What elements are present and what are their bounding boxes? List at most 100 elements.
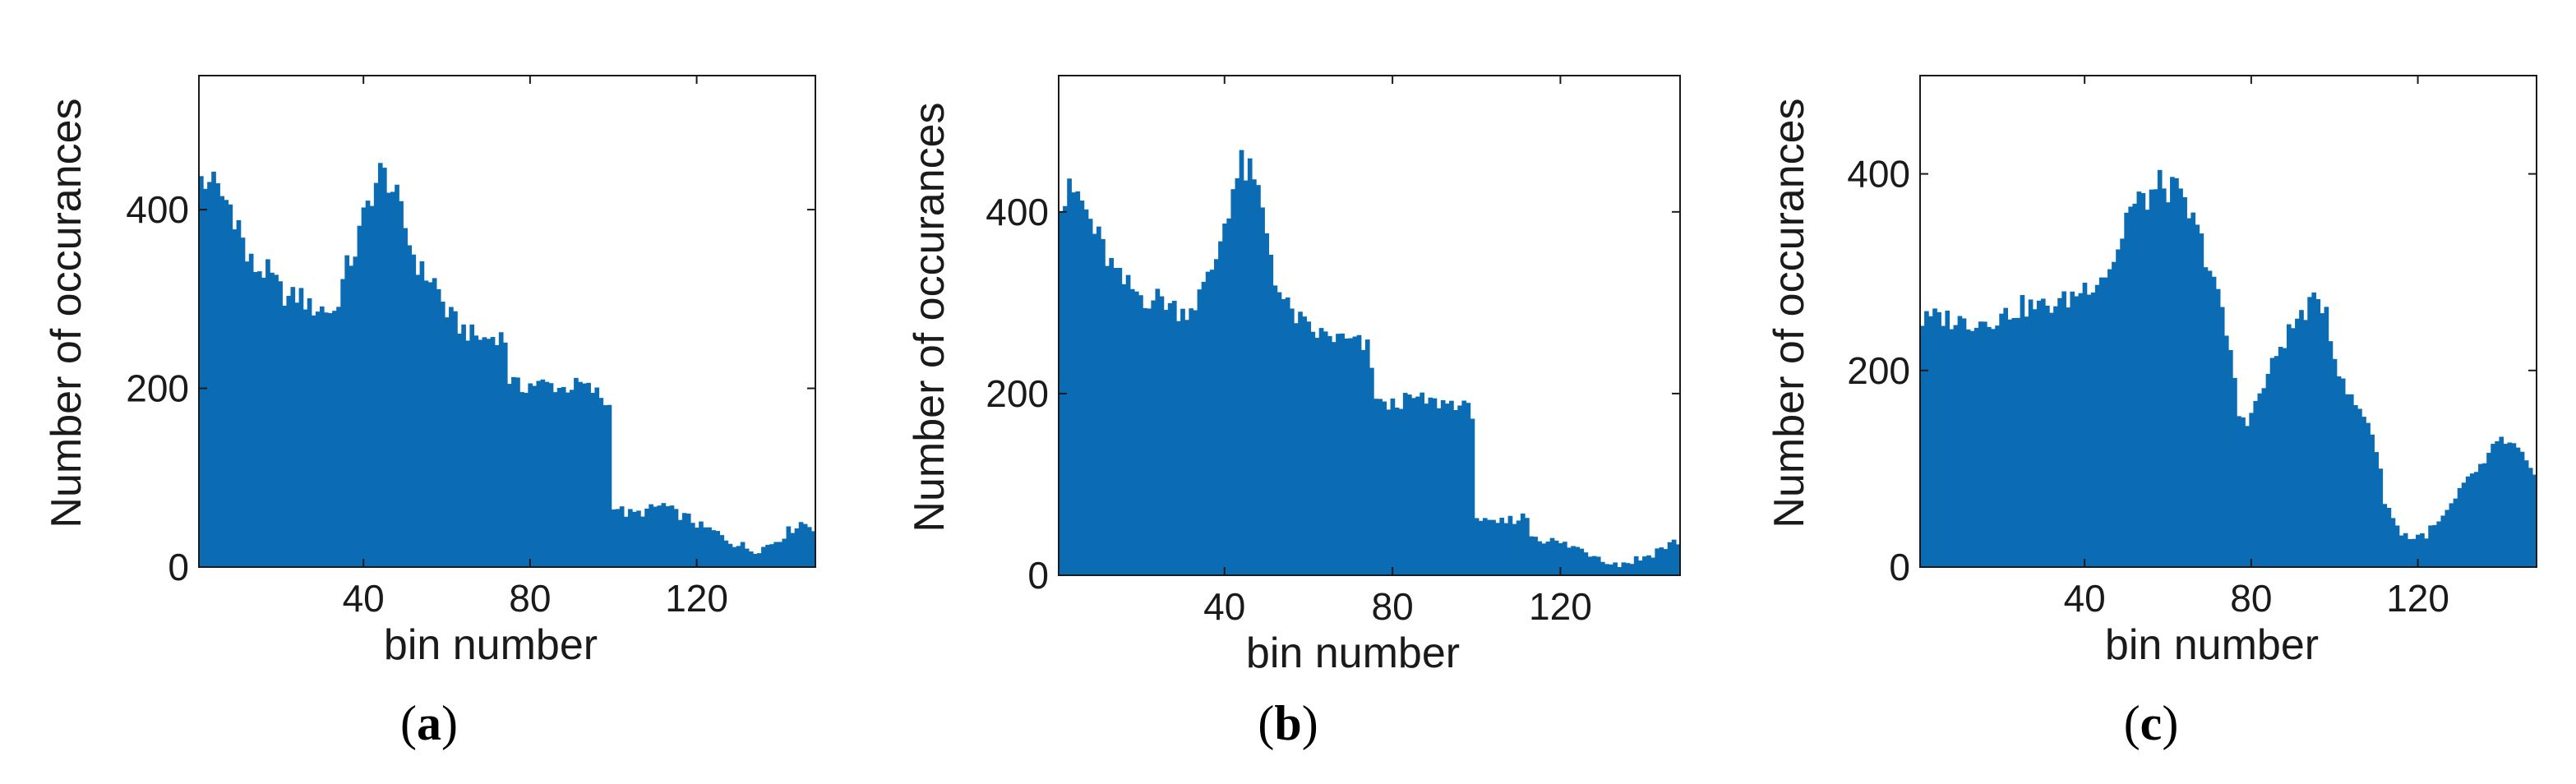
histogram-bar (511, 376, 516, 567)
histogram-bar (1079, 201, 1085, 576)
histogram-bar (1222, 224, 1227, 575)
histogram-bar (1440, 399, 1446, 575)
histogram-bar (2241, 417, 2246, 567)
histogram-bar (1285, 297, 1290, 575)
histogram-bar (2161, 188, 2167, 567)
x-tick-label: 120 (1529, 585, 1592, 628)
histogram-bar (2103, 277, 2108, 567)
histogram-bar (1983, 321, 1987, 567)
histogram-bar (1945, 311, 1950, 567)
histogram-bar (2528, 468, 2533, 567)
histogram-bar (1571, 546, 1576, 575)
histogram-bar (1360, 349, 1366, 575)
histogram-bar (769, 544, 774, 567)
histogram-bar (2286, 324, 2292, 567)
histogram-bar (2398, 535, 2404, 567)
histogram-bar (1604, 564, 1609, 575)
histogram-bar (669, 505, 675, 567)
histogram-bar (1591, 556, 1597, 575)
histogram-bar (719, 535, 725, 567)
histogram-bar (252, 271, 258, 567)
histogram-bar (228, 204, 233, 568)
histogram-bar (1378, 399, 1383, 575)
panel-label: (a) (400, 696, 458, 750)
histogram-bar (2049, 312, 2054, 567)
histogram-bar (1491, 519, 1496, 575)
histogram-bar (1533, 537, 1538, 575)
histogram-bar (2336, 376, 2342, 567)
histogram-bar (765, 544, 770, 567)
histogram-bar (1600, 561, 1605, 575)
histogram-bar (2461, 482, 2467, 567)
histogram-bar (1499, 517, 1505, 575)
histogram-bar (1138, 295, 1143, 575)
histogram-bar (2082, 282, 2088, 567)
histogram-bar (707, 527, 712, 567)
histogram-bar (1482, 518, 1488, 575)
histogram-bar (1466, 403, 1471, 575)
histogram-bar (627, 509, 633, 567)
histogram-bar (2491, 444, 2495, 567)
histogram-bar (1402, 393, 1408, 575)
histogram-bar (1655, 548, 1660, 575)
histogram-bar (1579, 548, 1585, 575)
x-tick-label: 120 (665, 577, 728, 620)
histogram-bar (486, 339, 492, 567)
histogram-bar (1075, 191, 1081, 575)
histogram-bar (1193, 310, 1198, 575)
histogram-bar (1180, 308, 1185, 575)
histogram-bar (1558, 542, 1563, 575)
histogram-bar (1310, 331, 1316, 575)
histogram-bar (2436, 521, 2442, 567)
histogram-bar (681, 513, 687, 567)
histogram-bar (1411, 398, 1416, 575)
histogram-bars (199, 163, 816, 568)
histogram-bar (2090, 292, 2096, 567)
histogram-bar (1133, 291, 1139, 575)
histogram-bar (2078, 293, 2084, 567)
histogram-bar (498, 332, 504, 567)
histogram-bar (1197, 289, 1203, 575)
y-tick-label: 0 (1027, 554, 1049, 597)
histogram-bar (482, 337, 487, 567)
histogram-bar (2070, 291, 2075, 567)
histogram-bar (1205, 271, 1211, 575)
histogram-bar (1176, 321, 1181, 575)
histogram-bar (657, 505, 662, 567)
histogram-bar (302, 309, 308, 567)
histogram-bar (1444, 404, 1450, 575)
histogram-bar (1957, 316, 1963, 567)
histogram-bar (1415, 396, 1420, 575)
histogram-bar (1155, 288, 1161, 575)
histogram-bar (1609, 564, 1613, 575)
y-tick-label: 400 (126, 188, 189, 231)
histogram-bar (1386, 409, 1392, 575)
histogram-bar (2444, 510, 2450, 567)
histogram-bar (1553, 540, 1559, 575)
axes-frame (1058, 75, 1681, 576)
histogram-bar (1961, 318, 1967, 567)
histogram-bar (1932, 308, 1937, 567)
histogram-bar (2357, 408, 2362, 567)
histogram-bar (1382, 401, 1387, 575)
histogram-bar (1209, 270, 1215, 575)
histogram-bar (1449, 400, 1454, 575)
histogram-bar (1281, 298, 1286, 575)
histogram-bar (1974, 327, 1979, 567)
histogram-bar (2215, 288, 2221, 567)
histogram-bar (2486, 452, 2491, 567)
histogram-bar (1999, 313, 2004, 567)
histogram-bar (1390, 398, 1396, 575)
histogram-bar (1272, 285, 1278, 575)
histogram-bar (294, 302, 300, 567)
histogram-bar (1306, 321, 1312, 575)
histogram-bar (2295, 318, 2300, 567)
histogram-bar (2191, 212, 2196, 567)
histogram-bar (1667, 542, 1673, 575)
histogram-bar (419, 261, 425, 567)
histogram-bar (1101, 238, 1106, 575)
histogram-bar (602, 405, 608, 567)
histogram-bar (1235, 178, 1240, 575)
histogram-bar (1575, 546, 1581, 575)
histogram-bar (2515, 447, 2521, 567)
